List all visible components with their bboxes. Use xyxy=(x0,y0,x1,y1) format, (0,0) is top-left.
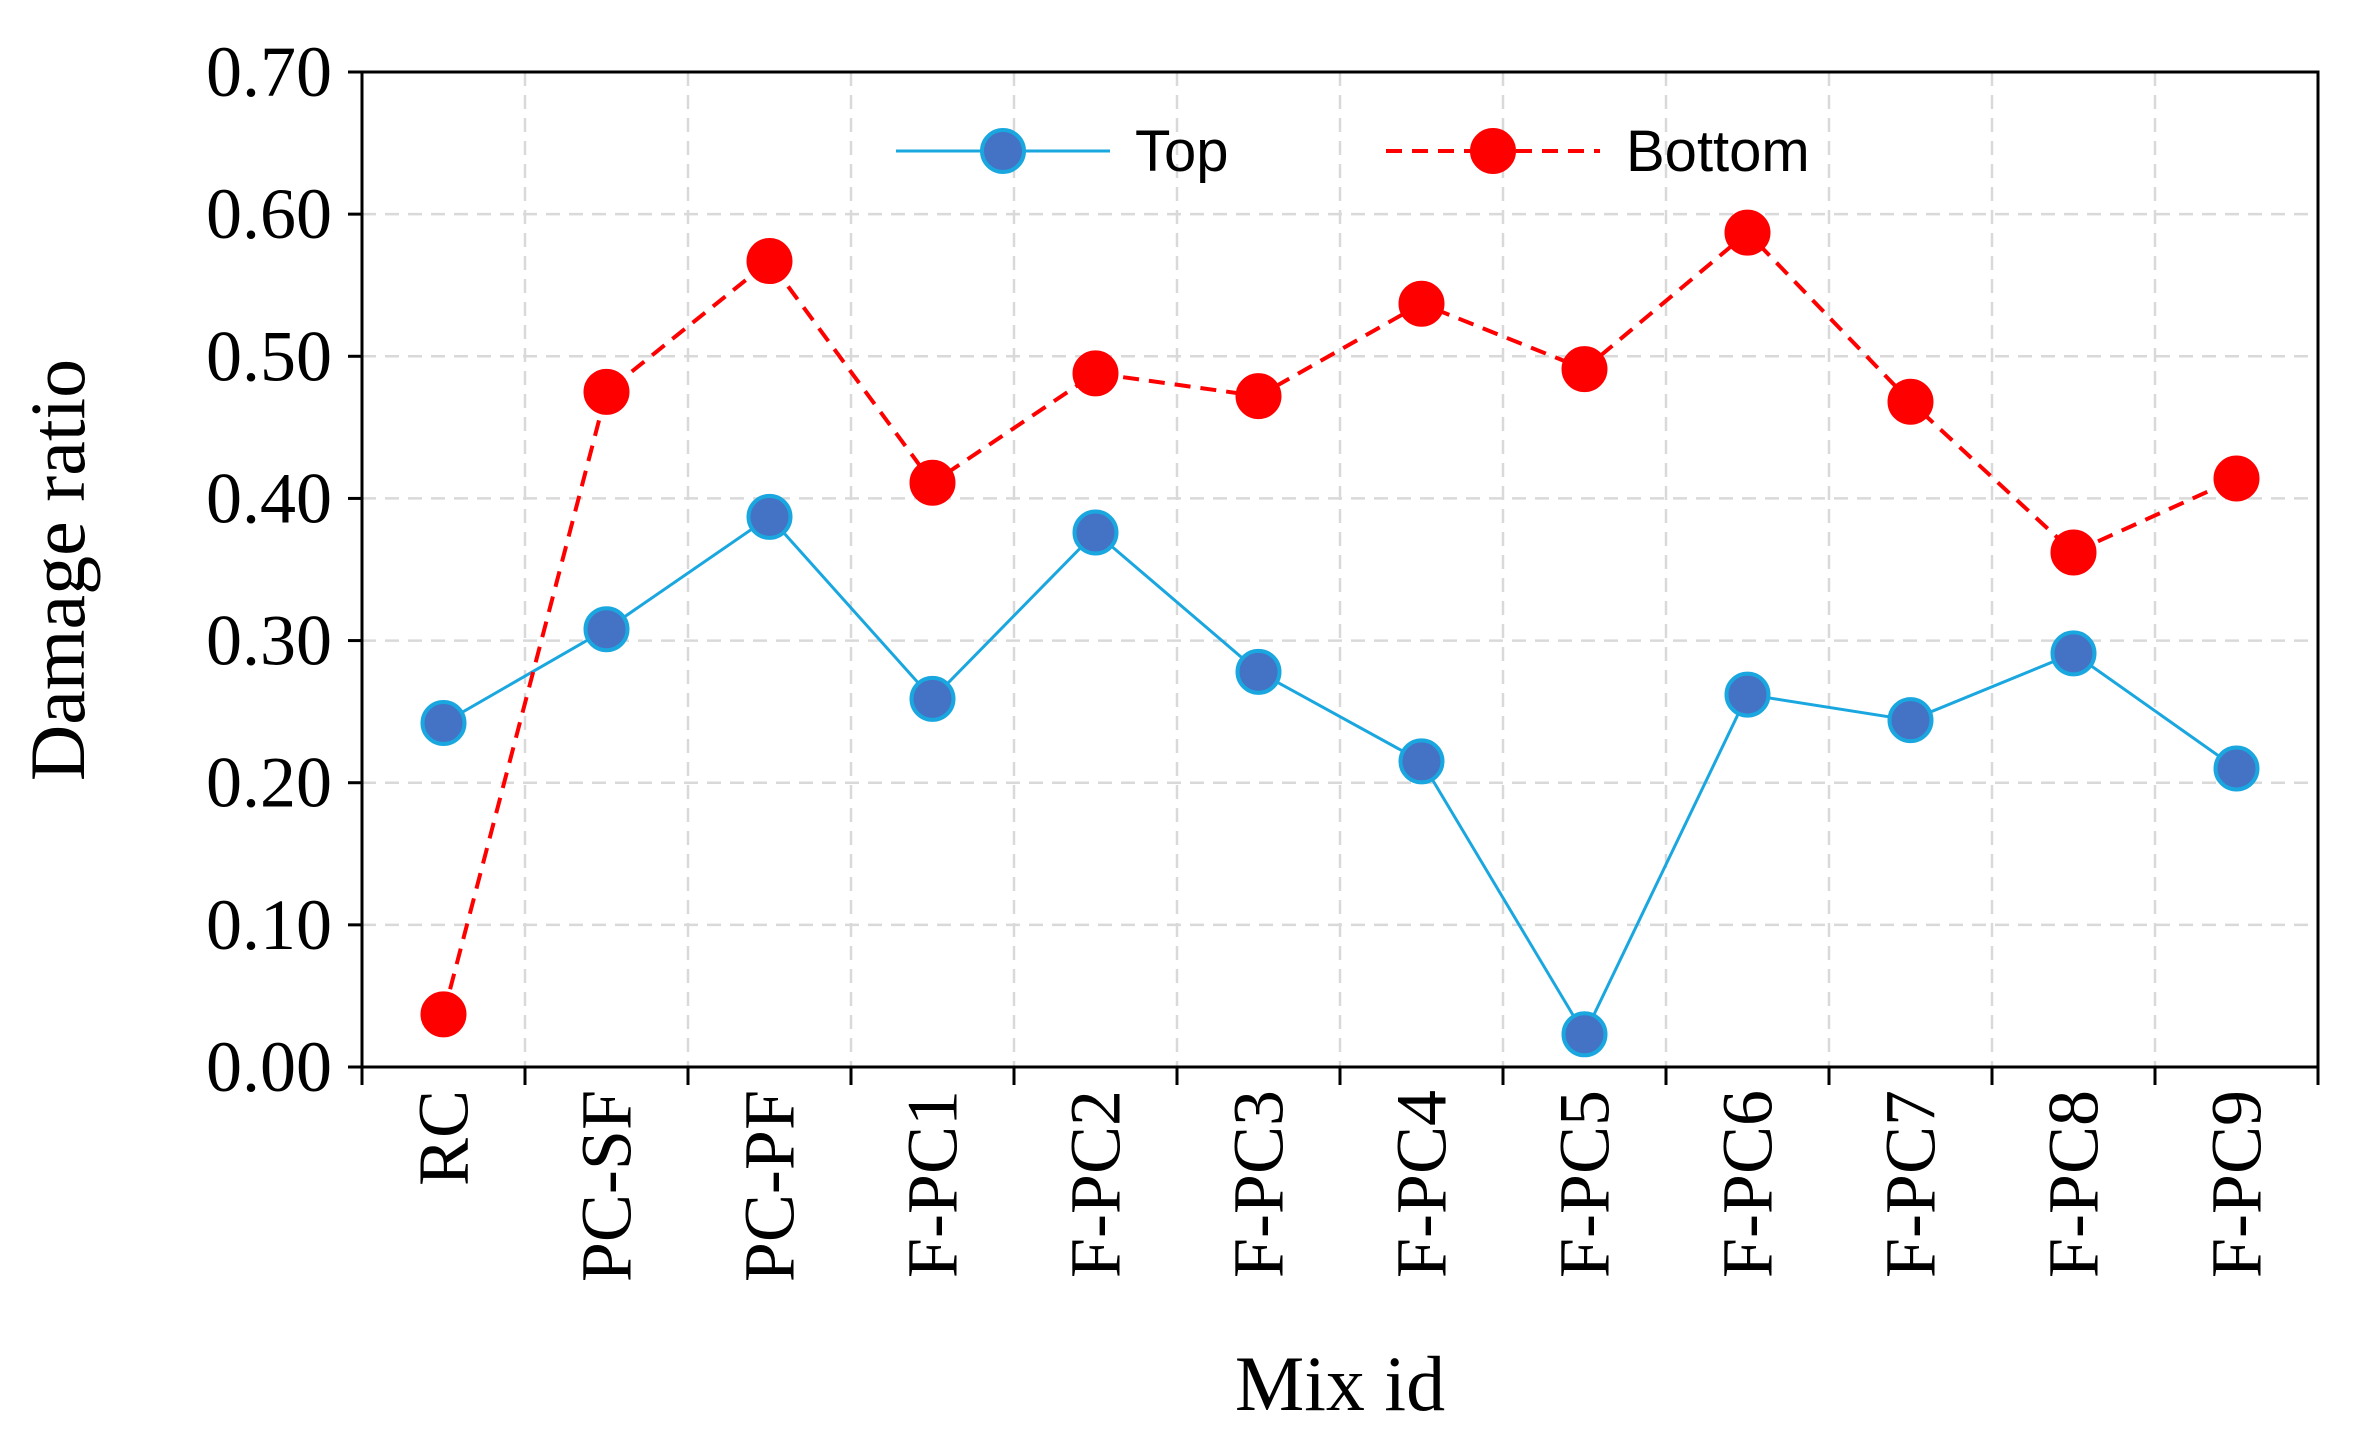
x-tick-label: F-PC8 xyxy=(2034,1090,2114,1278)
data-point-top xyxy=(583,606,630,653)
y-tick-label: 0.30 xyxy=(206,601,332,681)
y-tick-label: 0.60 xyxy=(206,174,332,254)
data-point-bottom xyxy=(2050,529,2097,576)
data-point-bottom xyxy=(746,238,793,285)
x-tick-label: F-PC1 xyxy=(893,1090,973,1278)
data-point-top xyxy=(1724,671,1771,718)
x-tick-label: F-PC2 xyxy=(1056,1090,1136,1278)
y-axis-title: Damage ratio xyxy=(14,359,101,781)
series-bottom xyxy=(420,209,2260,1038)
y-tick-label: 0.00 xyxy=(206,1027,332,1107)
data-point-bottom xyxy=(420,991,467,1038)
series-layer xyxy=(420,209,2260,1058)
x-tick-label: F-PC3 xyxy=(1219,1090,1299,1278)
series-line-top xyxy=(442,514,2238,1038)
data-point-top xyxy=(746,493,793,540)
legend-label-bottom: Bottom xyxy=(1626,119,1810,184)
series-line-bottom xyxy=(441,229,2238,1015)
grid-lines xyxy=(362,72,2318,1067)
data-point-bottom xyxy=(1724,209,1771,256)
data-point-bottom xyxy=(1235,373,1282,420)
x-tick-label: F-PC4 xyxy=(1382,1090,1462,1278)
data-point-bottom xyxy=(583,368,630,415)
y-axis-ticks: 0.00 0.10 0.20 0.30 0.40 0.50 0.60 0.70 xyxy=(206,32,362,1107)
x-axis-title: Mix id xyxy=(1235,1340,1445,1427)
data-point-bottom xyxy=(2213,455,2260,502)
y-tick-label: 0.20 xyxy=(206,743,332,823)
y-tick-label: 0.50 xyxy=(206,316,332,396)
y-tick-label: 0.10 xyxy=(206,885,332,965)
x-axis-ticks: RC PC-SF PC-PF F-PC1 F-PC2 F-PC3 F-PC4 F-PC5 F-P… xyxy=(360,1067,2320,1282)
data-point-top xyxy=(1561,1011,1608,1058)
x-tick-label: F-PC6 xyxy=(1708,1090,1788,1278)
data-point-top xyxy=(909,675,956,722)
data-point-bottom xyxy=(1561,346,1608,393)
data-point-top xyxy=(420,700,467,747)
data-point-bottom xyxy=(1398,280,1445,327)
data-point-top xyxy=(1235,648,1282,695)
legend-label-top: Top xyxy=(1135,119,1229,184)
legend: Top Bottom xyxy=(896,119,1810,184)
data-point-top xyxy=(2050,630,2097,677)
data-point-top xyxy=(1887,697,1934,744)
x-tick-label: PC-SF xyxy=(567,1090,647,1282)
data-point-bottom xyxy=(909,459,956,506)
data-point-top xyxy=(1398,738,1445,785)
legend-marker-top xyxy=(980,128,1026,174)
data-point-bottom xyxy=(1887,378,1934,425)
y-tick-label: 0.40 xyxy=(206,458,332,538)
series-top xyxy=(420,493,2260,1058)
x-tick-label: RC xyxy=(404,1090,484,1186)
legend-marker-bottom xyxy=(1470,128,1516,174)
y-tick-label: 0.70 xyxy=(206,32,332,112)
data-point-top xyxy=(2213,745,2260,792)
x-tick-label: PC-PF xyxy=(730,1090,810,1282)
x-tick-label: F-PC5 xyxy=(1545,1090,1625,1278)
data-point-bottom xyxy=(1072,350,1119,397)
x-tick-label: F-PC9 xyxy=(2197,1090,2277,1278)
data-point-top xyxy=(1072,509,1119,556)
plot-frame xyxy=(360,70,2320,1069)
x-tick-label: F-PC7 xyxy=(1871,1090,1951,1278)
